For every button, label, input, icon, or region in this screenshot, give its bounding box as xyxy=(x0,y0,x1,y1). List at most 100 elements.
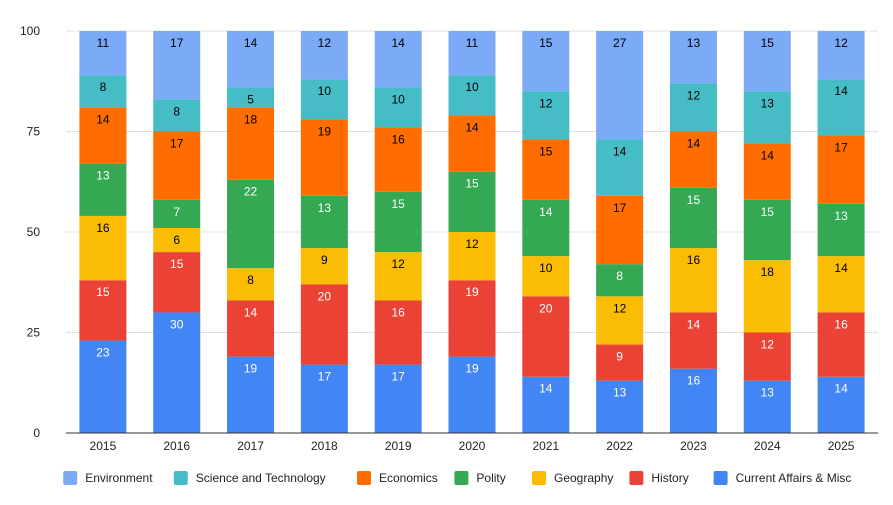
data-label: 22 xyxy=(244,185,258,199)
legend-swatch xyxy=(454,471,469,485)
bar-segment xyxy=(448,115,496,172)
bar-segment xyxy=(669,31,717,84)
data-label: 13 xyxy=(613,386,627,400)
data-label: 14 xyxy=(244,305,258,319)
data-label: 15 xyxy=(761,205,775,219)
data-label: 15 xyxy=(687,193,701,207)
data-label: 14 xyxy=(834,84,848,98)
x-tick-label: 2017 xyxy=(237,439,264,453)
data-label: 12 xyxy=(465,237,479,251)
bar-segment xyxy=(300,79,348,120)
bar-segment xyxy=(522,296,570,377)
data-label: 10 xyxy=(539,261,553,275)
legend-label: Current Affairs & Misc xyxy=(736,471,852,485)
bar-segment xyxy=(227,107,275,180)
bar-segment xyxy=(743,31,791,92)
data-label: 15 xyxy=(539,145,553,159)
bar-segment xyxy=(153,312,201,433)
data-label: 18 xyxy=(244,112,258,126)
bar-segment xyxy=(448,31,496,76)
data-label: 27 xyxy=(613,36,627,50)
data-label: 20 xyxy=(318,289,332,303)
bar-segment xyxy=(596,31,644,140)
data-label: 17 xyxy=(170,36,184,50)
bar-segment xyxy=(153,252,201,313)
data-label: 17 xyxy=(613,201,627,215)
bar-segment xyxy=(448,75,496,116)
bar-segment xyxy=(817,31,865,80)
y-tick-label: 50 xyxy=(27,225,41,239)
data-label: 8 xyxy=(100,80,107,94)
data-label: 14 xyxy=(687,317,701,331)
legend-swatch xyxy=(532,471,546,485)
data-label: 9 xyxy=(321,253,328,267)
data-label: 8 xyxy=(616,269,623,283)
bar-segment xyxy=(227,179,275,269)
bar-segment xyxy=(374,127,422,192)
data-label: 19 xyxy=(465,285,479,299)
data-label: 12 xyxy=(539,96,553,110)
data-label: 12 xyxy=(687,88,701,102)
data-label: 7 xyxy=(173,205,180,219)
legend-swatch xyxy=(713,471,728,485)
legend-swatch xyxy=(63,471,78,485)
x-tick-label: 2022 xyxy=(606,439,633,453)
y-tick-label: 75 xyxy=(27,125,41,139)
bar-segment xyxy=(743,380,791,433)
bar-segment xyxy=(300,284,348,365)
legend-swatch xyxy=(173,471,188,485)
y-tick-label: 25 xyxy=(27,326,41,340)
bar-segment xyxy=(374,31,422,88)
data-label: 16 xyxy=(687,374,701,388)
data-label: 14 xyxy=(392,36,406,50)
bar-segment xyxy=(522,376,570,433)
x-tick-label: 2023 xyxy=(680,439,707,453)
bar-segment xyxy=(743,199,791,261)
bar-segment xyxy=(374,364,422,433)
bar-segment xyxy=(596,195,644,265)
bar-segment xyxy=(374,252,422,301)
bar-segment xyxy=(817,135,865,204)
data-label: 17 xyxy=(170,137,184,151)
data-label: 12 xyxy=(834,36,848,50)
bar-segment xyxy=(79,75,127,108)
data-label: 14 xyxy=(834,382,848,396)
data-label: 18 xyxy=(761,265,775,279)
legend-swatch xyxy=(629,471,644,485)
bars: 23 15 16 13 14 8 11 30 15 6 7 17 8 17 19 14 8 22 18 5 14 17 20… xyxy=(79,31,865,433)
bar-segment xyxy=(227,300,275,357)
data-label: 12 xyxy=(392,257,406,271)
bar-segment xyxy=(669,368,717,433)
bar-segment xyxy=(817,79,865,136)
bar-segment xyxy=(300,248,348,285)
data-label: 13 xyxy=(834,209,848,223)
bar-segment xyxy=(817,203,865,257)
bar-segment xyxy=(227,356,275,433)
bar-segment xyxy=(153,199,201,228)
data-label: 15 xyxy=(392,197,406,211)
data-label: 14 xyxy=(761,149,775,163)
data-label: 15 xyxy=(170,257,184,271)
data-label: 23 xyxy=(96,346,110,360)
data-label: 8 xyxy=(173,104,180,118)
data-label: 16 xyxy=(392,305,406,319)
data-label: 14 xyxy=(539,382,553,396)
bar-segment xyxy=(596,139,644,196)
bar-segment xyxy=(596,380,644,433)
bar-segment xyxy=(522,139,570,200)
bar-segment xyxy=(669,187,717,249)
bar-segment xyxy=(448,232,496,281)
data-label: 5 xyxy=(247,92,254,106)
data-label: 17 xyxy=(834,141,848,155)
y-tick-label: 0 xyxy=(33,426,40,440)
data-label: 14 xyxy=(613,145,627,159)
data-label: 19 xyxy=(318,124,332,138)
bar-segment xyxy=(79,107,127,164)
bar-segment xyxy=(227,268,275,301)
x-tick-label: 2024 xyxy=(754,439,781,453)
bar-segment xyxy=(374,300,422,365)
data-label: 13 xyxy=(761,96,775,110)
data-label: 16 xyxy=(392,132,406,146)
bar-segment xyxy=(669,312,717,369)
